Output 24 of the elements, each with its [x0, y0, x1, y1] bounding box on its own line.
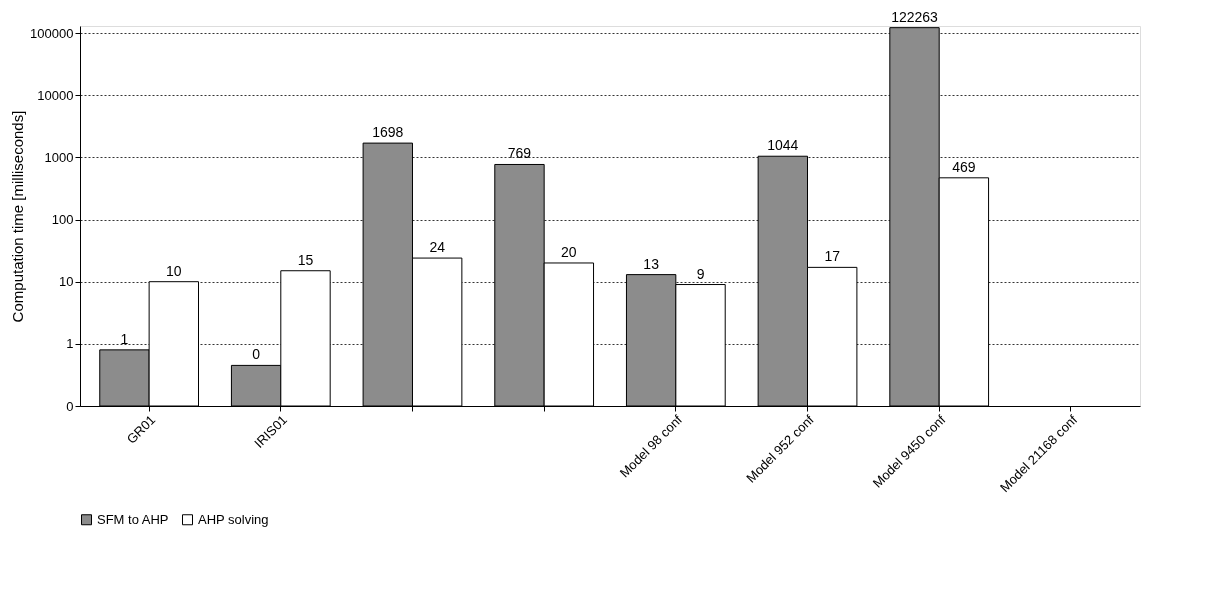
data-label: 9 [696, 265, 705, 282]
data-label: 469 [952, 158, 976, 175]
legend-label: SFM to AHP [97, 511, 169, 527]
data-label: 1698 [372, 124, 404, 141]
y-tick-label: 100 [51, 212, 74, 228]
data-label: 769 [507, 145, 532, 162]
y-tick-label: 10000 [37, 87, 74, 103]
data-label: 20 [561, 243, 577, 260]
data-label: 24 [429, 239, 446, 256]
y-tick-label: 1 [66, 336, 74, 352]
data-label: 1044 [767, 137, 799, 154]
y-tick-label: 1000 [44, 149, 74, 165]
y-tick-label: 10 [59, 274, 74, 290]
data-label: 17 [824, 248, 841, 265]
legend-label: AHP solving [198, 511, 269, 527]
data-label: 122263 [891, 8, 939, 25]
data-label: 15 [297, 251, 314, 268]
data-label: 13 [643, 255, 660, 272]
data-label: 10 [166, 262, 182, 279]
y-axis-title: Computation time [milliseconds] [9, 110, 27, 323]
data-label: 0 [252, 346, 261, 363]
y-tick-label: 100000 [30, 25, 74, 41]
data-label: 1 [120, 330, 129, 347]
y-tick-label: 0 [66, 398, 74, 414]
